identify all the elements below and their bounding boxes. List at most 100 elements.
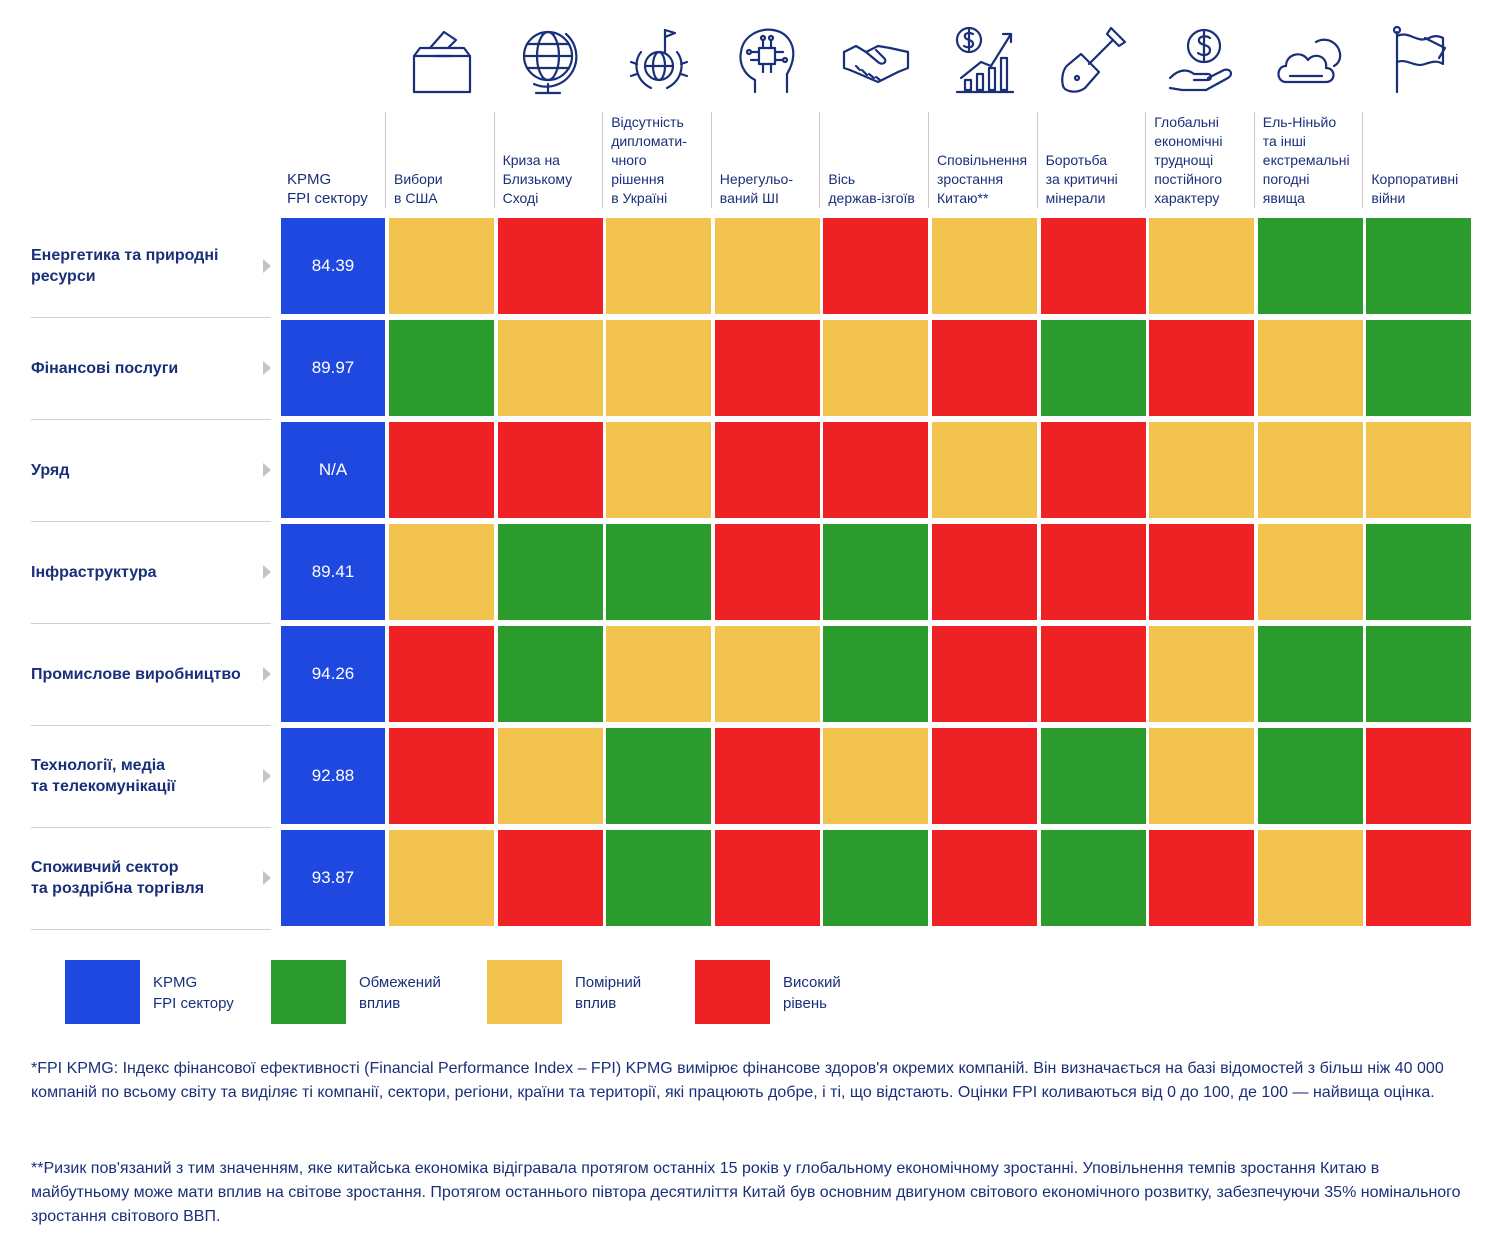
heatmap-cell xyxy=(606,524,712,620)
caret-right-icon xyxy=(263,565,271,579)
heatmap-cell xyxy=(823,524,929,620)
heatmap-cell xyxy=(823,422,929,518)
fpi-value: 92.88 xyxy=(281,728,385,824)
heatmap-cell xyxy=(714,626,820,722)
heatmap-cell xyxy=(1149,218,1255,314)
column-header-label: Відсутність дипломати- чного рішення в У… xyxy=(611,114,687,206)
caret-right-icon xyxy=(263,871,271,885)
fpi-value: 89.41 xyxy=(281,524,385,620)
fpi-value: 94.26 xyxy=(281,626,385,722)
heatmap-cell xyxy=(1257,218,1363,314)
heatmap-cell xyxy=(1366,218,1472,314)
heatmap-cell xyxy=(714,524,820,620)
heatmap-cell xyxy=(932,422,1037,518)
column-header: Боротьба за критичні мінерали xyxy=(1036,112,1146,208)
handshake-icon xyxy=(838,22,914,98)
column-header: Ель-Ніньйо та інші екстремальні погодні … xyxy=(1253,112,1363,208)
globe-icon xyxy=(512,22,588,98)
row-label: Фінансові послуги xyxy=(31,318,271,420)
column-header-label: Нерегульо- ваний ШІ xyxy=(719,171,793,206)
fpi-value: N/A xyxy=(281,422,385,518)
fpi-value: 84.39 xyxy=(281,218,385,314)
heatmap-cell xyxy=(714,422,820,518)
heatmap-cell xyxy=(1149,728,1255,824)
heatmap-cell xyxy=(389,830,494,926)
heatmap-cell xyxy=(1149,626,1255,722)
heatmap-cell xyxy=(823,218,929,314)
row-divider xyxy=(31,418,271,420)
caret-right-icon xyxy=(263,361,271,375)
column-header: Вісь держав-ізгоїв xyxy=(819,112,928,208)
row-label: Технології, медіа та телекомунікації xyxy=(31,726,271,828)
row-divider xyxy=(31,826,271,828)
legend-swatch xyxy=(695,960,770,1024)
peace-globe-laurel-icon xyxy=(621,22,697,98)
legend-label: Обмежений вплив xyxy=(359,974,441,1012)
heatmap-cell xyxy=(497,218,603,314)
row-divider xyxy=(31,928,271,930)
legend-swatch xyxy=(487,960,562,1024)
column-header-label: Криза на Близькому Сході xyxy=(502,152,573,206)
legend-swatch xyxy=(271,960,346,1024)
heatmap-cell xyxy=(606,218,712,314)
row-label: Споживчий сектор та роздрібна торгівля xyxy=(31,828,271,930)
heatmap-cell xyxy=(1040,626,1146,722)
heatmap-cell xyxy=(1257,626,1363,722)
heatmap-cell xyxy=(932,830,1037,926)
heatmap-cell xyxy=(606,830,712,926)
heatmap-cell xyxy=(823,728,929,824)
column-header-label: Вісь держав-ізгоїв xyxy=(828,171,915,206)
heatmap-cell xyxy=(497,320,603,416)
heatmap-cell xyxy=(932,524,1037,620)
fpi-value: 89.97 xyxy=(281,320,385,416)
heatmap-cell xyxy=(714,218,820,314)
sector-name: Промислове виробництво xyxy=(31,665,241,683)
heatmap-cell xyxy=(823,830,929,926)
legend-label: KPMG FPI сектору xyxy=(153,974,234,1012)
heatmap-cell xyxy=(1149,422,1255,518)
shovel-icon xyxy=(1055,22,1131,98)
heatmap-cell xyxy=(714,320,820,416)
heatmap-cell xyxy=(606,422,712,518)
heatmap-cell xyxy=(389,626,494,722)
heatmap-cell xyxy=(1366,524,1472,620)
heatmap-cell xyxy=(1366,422,1472,518)
sector-name: Технології, медіа та телекомунікації xyxy=(31,757,176,795)
column-header: Корпоративні війни xyxy=(1362,112,1471,208)
heatmap-cell xyxy=(1040,728,1146,824)
heatmap-cell xyxy=(1149,830,1255,926)
heatmap-cell xyxy=(1366,320,1472,416)
heatmap-cell xyxy=(1366,626,1472,722)
sector-name: Уряд xyxy=(31,461,70,479)
ballot-box-icon xyxy=(404,22,480,98)
heatmap-cell xyxy=(932,320,1037,416)
heatmap-cell xyxy=(714,728,820,824)
heatmap-cell xyxy=(1149,320,1255,416)
heatmap-cell xyxy=(1040,218,1146,314)
heatmap-cell xyxy=(932,626,1037,722)
heatmap-cell xyxy=(389,218,494,314)
row-label: Уряд xyxy=(31,420,271,522)
heatmap-cell xyxy=(1149,524,1255,620)
column-header: Нерегульо- ваний ШІ xyxy=(710,112,820,208)
heatmap-cell xyxy=(1040,524,1146,620)
sector-name: Інфраструктура xyxy=(31,563,157,581)
heatmap-cell xyxy=(1257,422,1363,518)
caret-right-icon xyxy=(263,463,271,477)
footnote-fpi: *FPI KPMG: Індекс фінансової ефективност… xyxy=(31,1060,1444,1101)
heatmap-cell xyxy=(606,626,712,722)
cloud-sun-icon xyxy=(1272,22,1348,98)
heatmap-cell xyxy=(389,728,494,824)
heatmap-cell xyxy=(497,830,603,926)
heatmap-cell xyxy=(1040,830,1146,926)
row-label: Промислове виробництво xyxy=(31,624,271,726)
heatmap-cell xyxy=(714,830,820,926)
column-header: Відсутність дипломати- чного рішення в У… xyxy=(602,112,711,208)
heatmap-cell xyxy=(497,728,603,824)
row-divider xyxy=(31,520,271,522)
heatmap-cell xyxy=(1257,728,1363,824)
heatmap-cell xyxy=(497,626,603,722)
heatmap-cell xyxy=(497,524,603,620)
ai-head-icon xyxy=(729,22,805,98)
column-header: Вибори в США xyxy=(385,112,494,208)
